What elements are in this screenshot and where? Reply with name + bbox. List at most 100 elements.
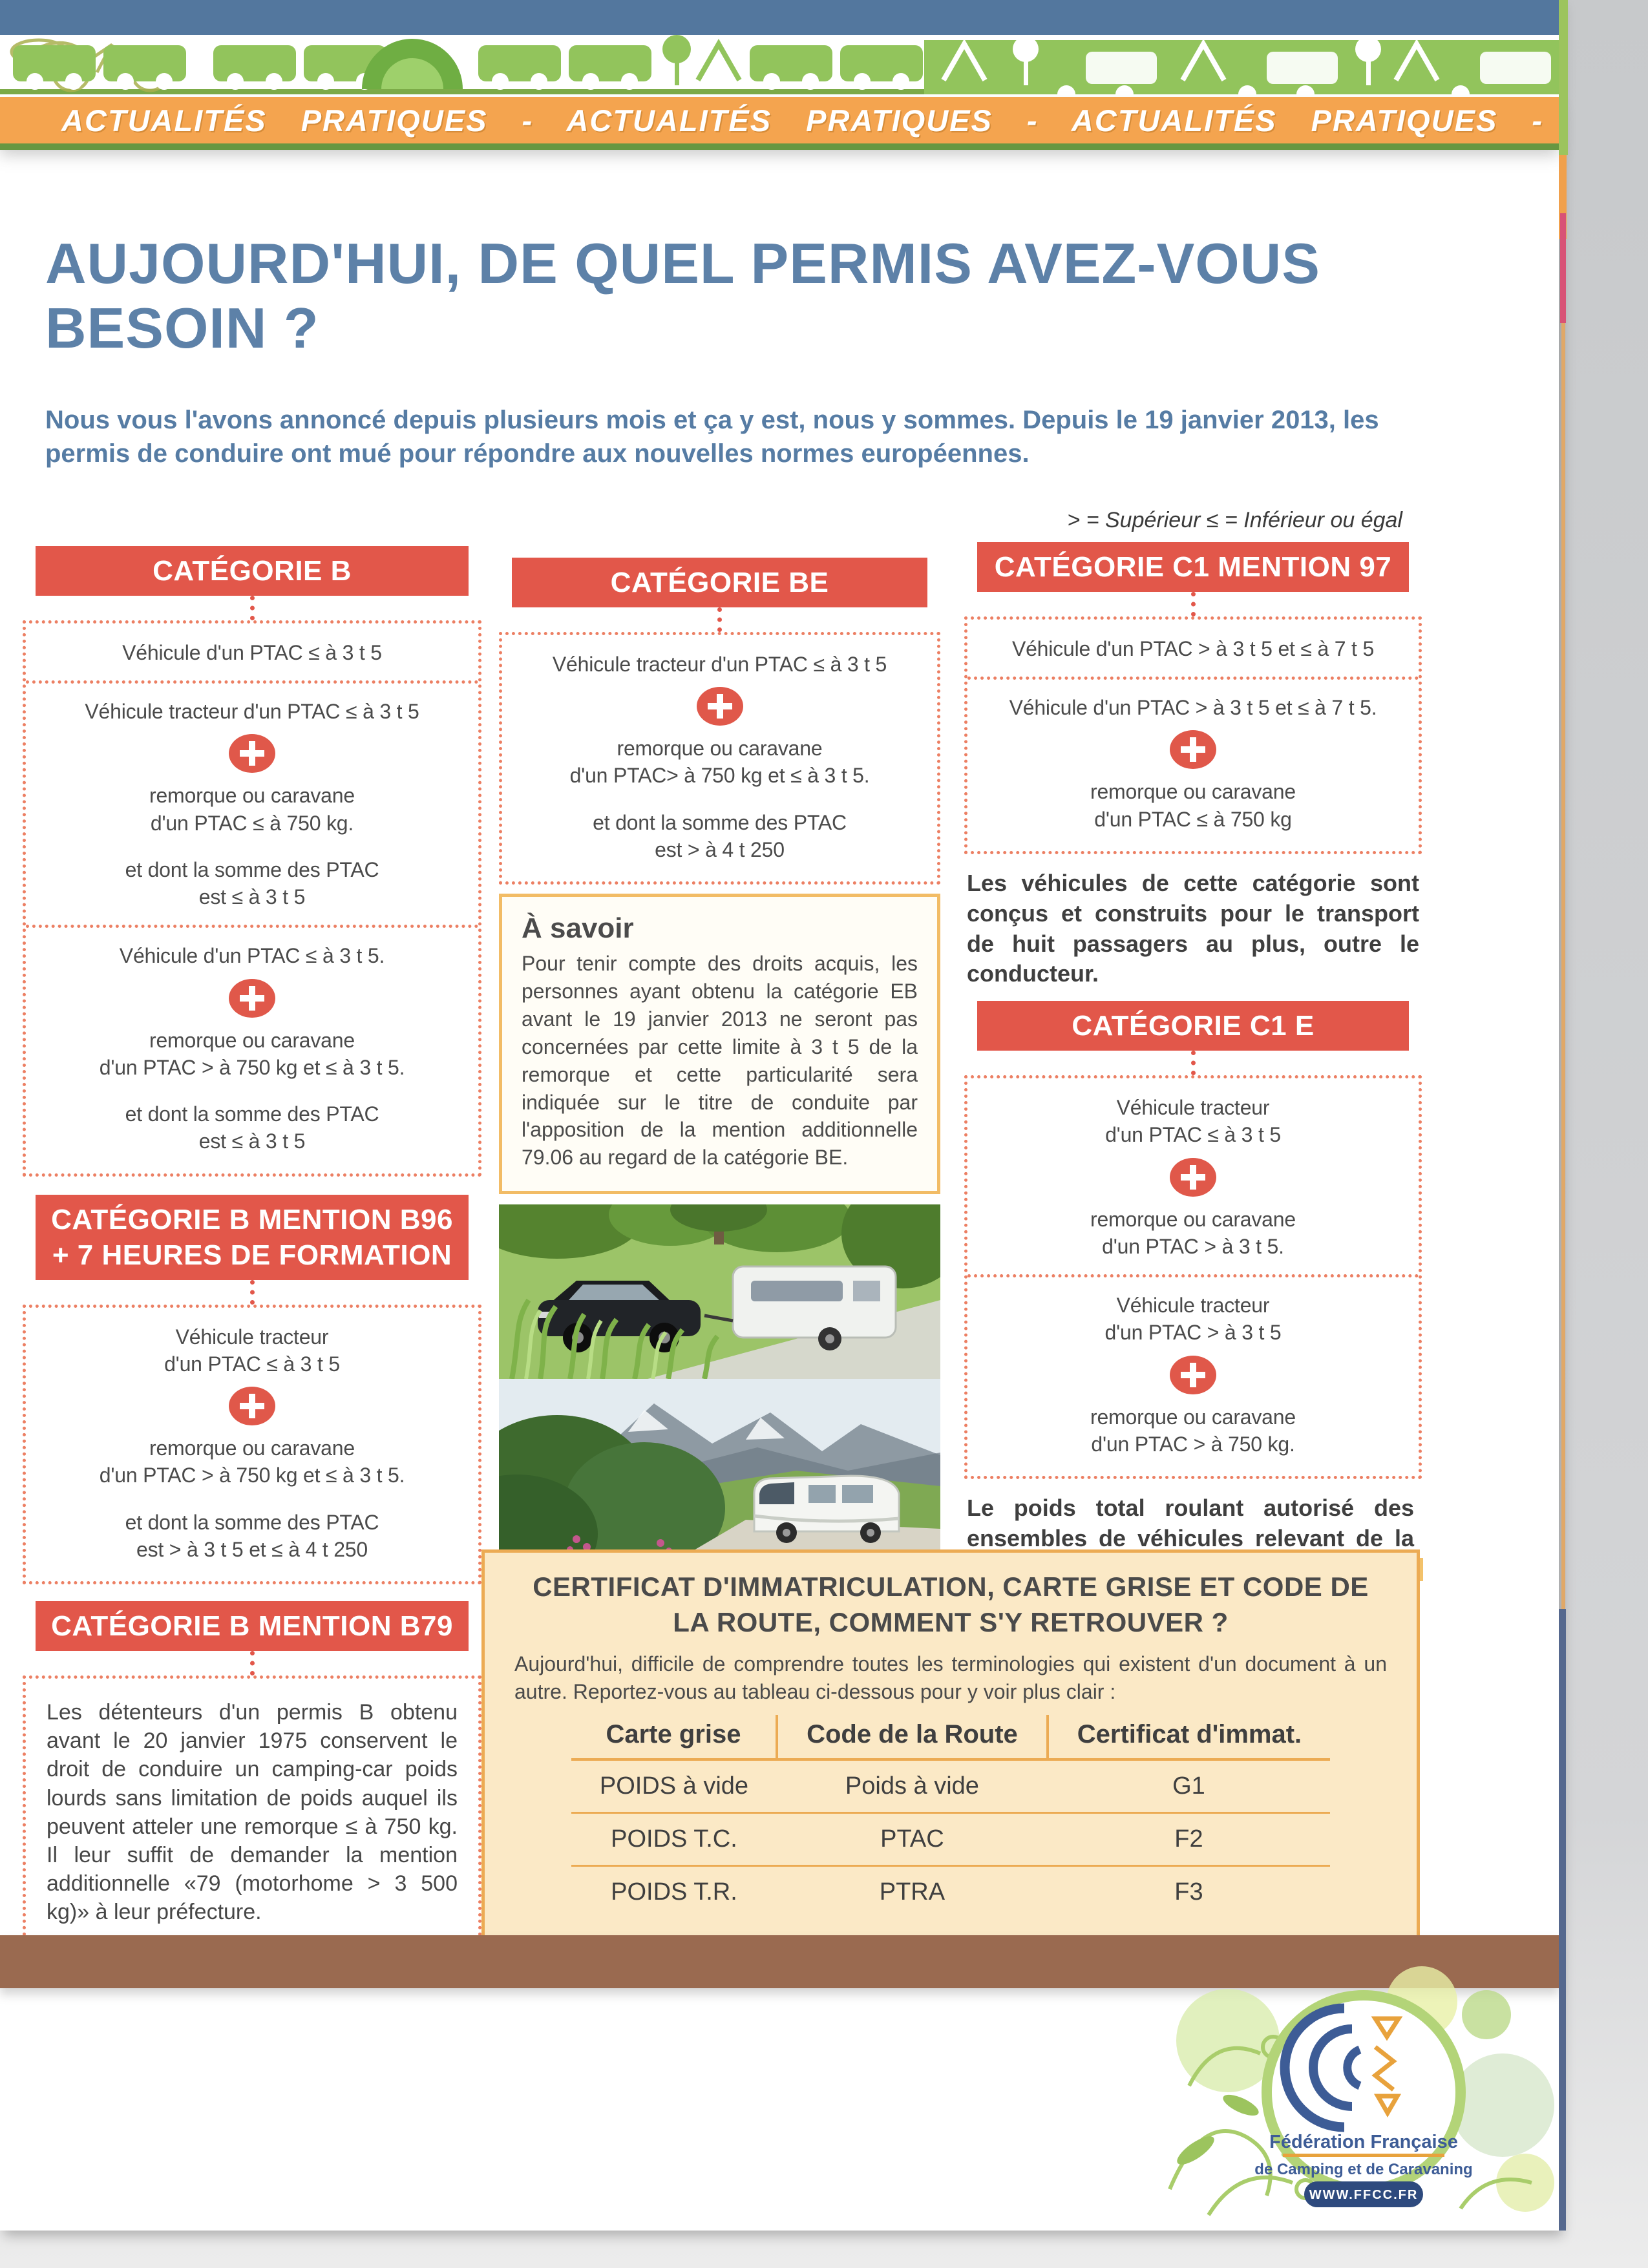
grass-art [509, 1299, 720, 1380]
plus-icon [1170, 730, 1216, 770]
terminology-table: Carte grise Code de la Route Certificat … [571, 1714, 1331, 1918]
cat-b-rule-3-sum: et dont la somme des PTAC est ≤ à 3 t 5 [125, 1102, 379, 1153]
comparison-legend: > = Supérieur ≤ = Inférieur ou égal [1067, 508, 1402, 532]
column-left: CATÉGORIE B Véhicule d'un PTAC ≤ à 3 t 5… [23, 546, 481, 1949]
cat-b96-vehicle: Véhicule tracteur d'un PTAC ≤ à 3 t 5 [164, 1325, 340, 1376]
photo-car-caravan [499, 1204, 940, 1380]
cat-c1m97-note: Les véhicules de cette catégorie sont co… [967, 869, 1419, 987]
spacer [43, 1081, 461, 1100]
cat-be-vehicle: Véhicule tracteur d'un PTAC ≤ à 3 t 5 [552, 653, 887, 676]
dotted-connector [249, 596, 255, 620]
ffcc-mark [1280, 2003, 1362, 2132]
cat-b-rule-3-vehicle: Véhicule d'un PTAC ≤ à 3 t 5. [119, 944, 385, 968]
ffcc-mark-orange [1371, 2016, 1403, 2118]
plus-icon [1170, 1157, 1216, 1197]
certificate-box-title: CERTIFICAT D'IMMATRICULATION, CARTE GRIS… [533, 1571, 1369, 1637]
cat-b-rule-1: Véhicule d'un PTAC ≤ à 3 t 5 [122, 641, 382, 664]
cell: POIDS à vide [571, 1759, 777, 1814]
page-edge-blue [1559, 1609, 1566, 2231]
footer-decoration: Fédération Française de Camping et de Ca… [1150, 1957, 1558, 2228]
col-header-code-route: Code de la Route [776, 1714, 1048, 1761]
cat-b-rule-2-sum: et dont la somme des PTAC est ≤ à 3 t 5 [125, 857, 379, 909]
train-illustration [0, 35, 1559, 103]
cat-b79-header: CATÉGORIE B MENTION B79 [36, 1601, 469, 1651]
certificate-box-intro: Aujourd'hui, difficile de comprendre tou… [514, 1652, 1387, 1704]
cat-c1e-box: Véhicule tracteur d'un PTAC ≤ à 3 t 5 re… [964, 1075, 1422, 1479]
a-savoir-title: À savoir [522, 912, 634, 945]
caravan-art [704, 1265, 897, 1351]
dotted-connector [249, 1650, 255, 1675]
cat-c1e-header: CATÉGORIE C1 E [977, 1001, 1409, 1051]
plus-icon [229, 1387, 275, 1426]
column-center: CATÉGORIE BE Véhicule tracteur d'un PTAC… [499, 558, 940, 1555]
section-banner: ACTUALITÉS PRATIQUES - ACTUALITÉS PRATIQ… [0, 97, 1559, 143]
ffcc-decoration: Fédération Française de Camping et de Ca… [1168, 1966, 1554, 2216]
page-title: AUJOURD'HUI, DE QUEL PERMIS AVEZ-VOUS BE… [45, 231, 1320, 361]
spacer [519, 790, 920, 809]
cat-c1m97-rule-2-trailer: remorque ou caravane d'un PTAC ≤ à 750 k… [1090, 780, 1296, 831]
cat-c1e-rule-2-vehicle: Véhicule tracteur d'un PTAC > à 3 t 5 [1104, 1294, 1282, 1345]
col-header-certificat: Certificat d'immat. [1046, 1714, 1331, 1761]
page-edge-green [1559, 0, 1568, 155]
cat-b-rule-2-vehicle: Véhicule tracteur d'un PTAC ≤ à 3 t 5 [85, 700, 419, 724]
cat-b96-box: Véhicule tracteur d'un PTAC ≤ à 3 t 5 re… [23, 1304, 481, 1584]
page-edge-pink [1560, 213, 1566, 323]
cell: PTRA [879, 1878, 945, 1906]
plus-icon [229, 734, 275, 773]
photo-motorhome-mountains [499, 1379, 940, 1555]
magazine-page: ACTUALITÉS PRATIQUES - ACTUALITÉS PRATIQ… [0, 0, 1559, 2231]
banner-text: ACTUALITÉS PRATIQUES - ACTUALITÉS PRATIQ… [61, 103, 1544, 138]
a-savoir-box: À savoir Pour tenir compte des droits ac… [499, 894, 940, 1195]
cat-c1e-rule-1-vehicle: Véhicule tracteur d'un PTAC ≤ à 3 t 5 [1105, 1096, 1281, 1147]
table-row: POIDS T.C. PTAC F2 [571, 1812, 1331, 1867]
a-savoir-text: Pour tenir compte des droits acquis, les… [522, 952, 918, 1170]
banner-underline [0, 143, 1559, 150]
cat-b79-text: Les détenteurs d'un permis B obtenu avan… [47, 1699, 458, 1925]
cat-c1e-rule-2-trailer: remorque ou caravane d'un PTAC > à 750 k… [1090, 1405, 1296, 1456]
cat-c1m97-box: Véhicule d'un PTAC > à 3 t 5 et ≤ à 7 t … [964, 616, 1422, 854]
column-right: > = Supérieur ≤ = Inférieur ou égal CATÉ… [964, 508, 1423, 1595]
cat-b96-sum: et dont la somme des PTAC est > à 3 t 5 … [125, 1510, 379, 1561]
cat-c1m97-rule-1: Véhicule d'un PTAC > à 3 t 5 et ≤ à 7 t … [1011, 637, 1375, 660]
logo-url: WWW.FFCC.FR [1309, 2188, 1419, 2202]
cat-be-box: Véhicule tracteur d'un PTAC ≤ à 3 t 5 re… [499, 632, 940, 885]
spacer [43, 1489, 461, 1509]
plus-icon [1170, 1355, 1216, 1394]
intro-paragraph: Nous vous l'avons annoncé depuis plusieu… [45, 406, 1379, 468]
page-edge-line [1561, 323, 1565, 1609]
footer-brown-bar [0, 1935, 1559, 1988]
dotted-separator [26, 680, 478, 684]
logo-line-2: de Camping et de Caravaning [1254, 2161, 1472, 2178]
certificate-info-box: CERTIFICAT D'IMMATRICULATION, CARTE GRIS… [481, 1549, 1420, 1939]
dotted-separator [967, 677, 1419, 680]
logo-line-1: Fédération Française [1269, 2132, 1458, 2152]
cat-b-header: CATÉGORIE B [36, 546, 469, 596]
dotted-connector [1190, 592, 1196, 616]
cell: PTAC [777, 1812, 1048, 1867]
dotted-separator [26, 925, 478, 929]
spacer [43, 837, 461, 856]
top-blue-band [0, 0, 1559, 35]
plus-icon [229, 978, 275, 1018]
motorhome-art [753, 1475, 900, 1544]
dotted-connector [717, 607, 722, 632]
cell: G1 [1047, 1759, 1331, 1814]
dotted-connector [1190, 1051, 1196, 1076]
cat-b96-header: CATÉGORIE B MENTION B96 + 7 HEURES DE FO… [36, 1194, 469, 1280]
cell: POIDS T.C. [571, 1812, 777, 1867]
cat-b79-box: Les détenteurs d'un permis B obtenu avan… [23, 1675, 481, 1949]
cat-be-trailer: remorque ou caravane d'un PTAC> à 750 kg… [569, 737, 870, 788]
cat-be-header: CATÉGORIE BE [512, 558, 927, 607]
cell: POIDS T.R. [611, 1878, 737, 1906]
cat-be-sum: et dont la somme des PTAC est > à 4 t 25… [593, 810, 847, 861]
dotted-separator [967, 1274, 1419, 1278]
caravan-train-art [0, 35, 1559, 103]
dotted-connector [249, 1279, 255, 1305]
table-row: POIDS T.R. PTRA F3 [571, 1865, 1330, 1918]
cat-b-rule-3-trailer: remorque ou caravane d'un PTAC > à 750 k… [99, 1028, 405, 1079]
ffcc-logo: Fédération Française de Camping et de Ca… [1254, 1990, 1473, 2207]
table-row: POIDS à vide Poids à vide G1 [571, 1759, 1331, 1814]
table-header-row: Carte grise Code de la Route Certificat … [571, 1714, 1331, 1761]
cell: F2 [1047, 1812, 1331, 1867]
cat-c1m97-rule-2-vehicle: Véhicule d'un PTAC > à 3 t 5 et ≤ à 7 t … [1009, 696, 1377, 720]
